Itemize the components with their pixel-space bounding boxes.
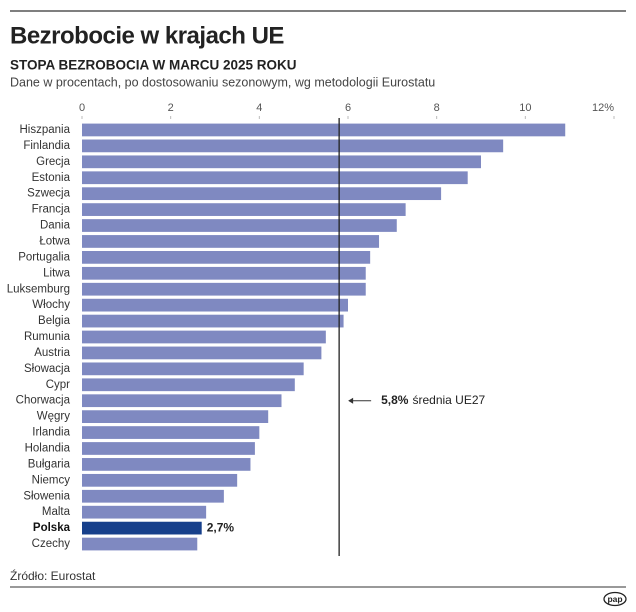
x-tick-label: 0 (79, 102, 85, 114)
bar (82, 521, 202, 535)
bar (82, 410, 269, 423)
bar (82, 219, 397, 232)
category-label: Austria (34, 347, 70, 359)
category-label: Węgry (37, 411, 70, 423)
reference-label: średnia UE27 (412, 393, 485, 407)
x-tick-label: 10 (519, 102, 531, 114)
x-tick-label: 8 (434, 102, 440, 114)
bar (82, 251, 371, 264)
category-label: Hiszpania (20, 124, 71, 136)
category-label: Czechy (32, 538, 71, 550)
bar (82, 378, 295, 392)
bar (82, 314, 344, 328)
x-tick-label: 6 (345, 102, 351, 114)
category-label: Chorwacja (16, 395, 71, 407)
bar (82, 505, 207, 519)
bar (82, 139, 504, 153)
x-tick-label: 4 (256, 102, 262, 114)
category-label: Szwecja (27, 188, 70, 200)
category-label: Holandia (25, 443, 71, 455)
category-label: Portugalia (18, 251, 70, 263)
bar (82, 123, 566, 137)
category-label: Francja (32, 204, 71, 216)
category-label: Estonia (32, 172, 71, 184)
bar (82, 346, 322, 360)
bar (82, 330, 326, 344)
category-label: Rumunia (24, 331, 71, 343)
bar (82, 298, 348, 312)
logo: pap (607, 594, 622, 604)
bar (82, 235, 380, 248)
x-tick-label: 12% (592, 102, 614, 114)
category-label: Niemcy (32, 474, 71, 486)
logo-frame (603, 591, 627, 607)
bar (82, 187, 442, 201)
category-label: Malta (42, 506, 71, 518)
reference-value: 5,8% (381, 393, 409, 407)
bar (82, 473, 238, 487)
x-tick-label: 2 (168, 102, 174, 114)
bar (82, 458, 251, 471)
category-label: Bułgaria (28, 458, 71, 470)
bar (82, 489, 224, 503)
category-label: Irlandia (32, 427, 70, 439)
category-label: Polska (33, 522, 71, 534)
chart-note: Dane w procentach, po dostosowaniu sezon… (10, 75, 435, 89)
bar (82, 394, 282, 408)
bar (82, 282, 366, 296)
category-label: Włochy (32, 299, 70, 311)
category-label: Cypr (46, 379, 70, 391)
annotation-arrowhead (348, 397, 354, 404)
category-label: Grecja (36, 156, 70, 168)
category-label: Luksemburg (7, 283, 70, 295)
bar (82, 171, 468, 185)
value-label: 2,7% (207, 520, 235, 534)
chart-title: Bezrobocie w krajach UE (10, 22, 284, 49)
bar (82, 203, 406, 216)
category-label: Łotwa (39, 235, 70, 247)
bar (82, 442, 255, 455)
category-label: Słowenia (23, 490, 70, 502)
bar (82, 426, 260, 439)
category-label: Litwa (43, 267, 70, 279)
bar (82, 155, 481, 169)
bar (82, 537, 198, 551)
source: Źródło: Eurostat (10, 568, 96, 583)
category-label: Belgia (38, 315, 71, 327)
category-label: Finlandia (23, 140, 70, 152)
bar (82, 266, 366, 280)
chart-subtitle: STOPA BEZROBOCIA W MARCU 2025 ROKU (10, 58, 297, 73)
category-label: Słowacja (24, 363, 71, 375)
bar (82, 362, 304, 376)
category-label: Dania (40, 220, 71, 232)
